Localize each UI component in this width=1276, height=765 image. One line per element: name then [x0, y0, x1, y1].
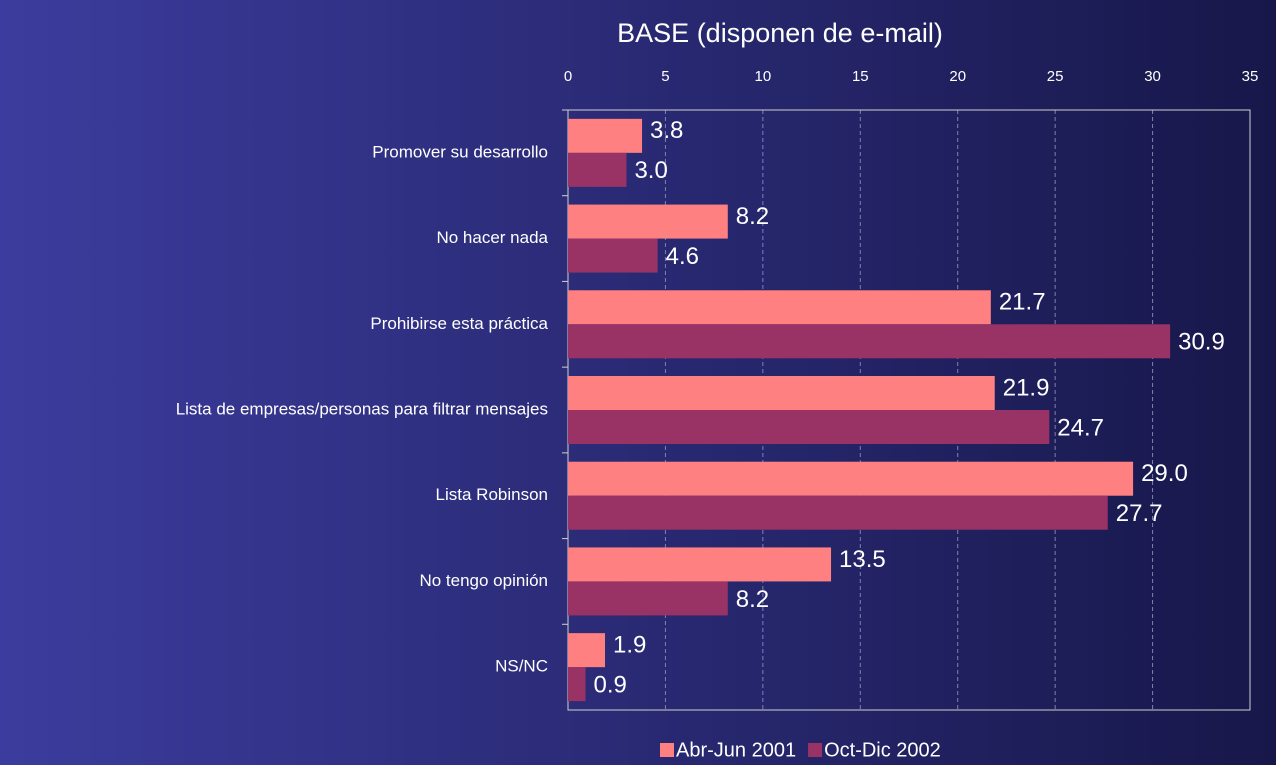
data-label: 21.7 [999, 289, 1046, 316]
x-tick-label: 10 [755, 68, 772, 85]
y-tick-label: Lista de empresas/personas para filtrar … [176, 399, 548, 418]
data-label: 3.8 [650, 117, 683, 144]
data-label: 3.0 [634, 157, 667, 184]
chart-title: BASE (disponen de e-mail) [617, 18, 943, 48]
bar [568, 376, 995, 410]
x-tick-label: 25 [1047, 68, 1064, 85]
data-label: 13.5 [839, 546, 886, 573]
x-tick-label: 5 [661, 68, 669, 85]
bar [568, 324, 1171, 359]
legend-label: Oct-Dic 2002 [824, 739, 941, 761]
y-tick-label: NS/NC [495, 657, 548, 676]
y-tick-label: No tengo opinión [419, 571, 548, 590]
x-tick-label: 35 [1242, 68, 1259, 85]
data-label: 24.7 [1057, 414, 1104, 441]
data-label: 21.9 [1003, 374, 1050, 401]
x-tick-label: 0 [564, 68, 572, 85]
legend-swatch [660, 743, 674, 757]
bar [568, 495, 1108, 530]
y-tick-label: No hacer nada [436, 228, 548, 247]
data-label: 4.6 [666, 243, 699, 270]
x-tick-label: 30 [1144, 68, 1161, 85]
bar [568, 238, 658, 273]
bar [568, 410, 1050, 444]
x-tick-label: 15 [852, 68, 869, 85]
bar [568, 667, 586, 702]
legend-label: Abr-Jun 2001 [676, 739, 796, 761]
bar [568, 204, 728, 239]
y-tick-label: Promover su desarrollo [372, 142, 548, 161]
data-label: 8.2 [736, 203, 769, 230]
bar [568, 547, 832, 582]
bar [568, 633, 606, 668]
data-label: 27.7 [1116, 500, 1163, 527]
data-label: 0.9 [594, 671, 627, 698]
y-tick-label: Prohibirse esta práctica [370, 314, 548, 333]
data-label: 29.0 [1141, 460, 1188, 487]
bar [568, 461, 1134, 496]
bar [568, 581, 728, 616]
data-label: 1.9 [613, 631, 646, 658]
bar [568, 118, 643, 153]
data-label: 30.9 [1178, 329, 1225, 356]
x-tick-label: 20 [949, 68, 966, 85]
y-tick-label: Lista Robinson [436, 485, 548, 504]
legend-swatch [808, 743, 823, 757]
bar [568, 152, 627, 187]
bar [568, 290, 991, 325]
data-label: 8.2 [736, 586, 769, 613]
